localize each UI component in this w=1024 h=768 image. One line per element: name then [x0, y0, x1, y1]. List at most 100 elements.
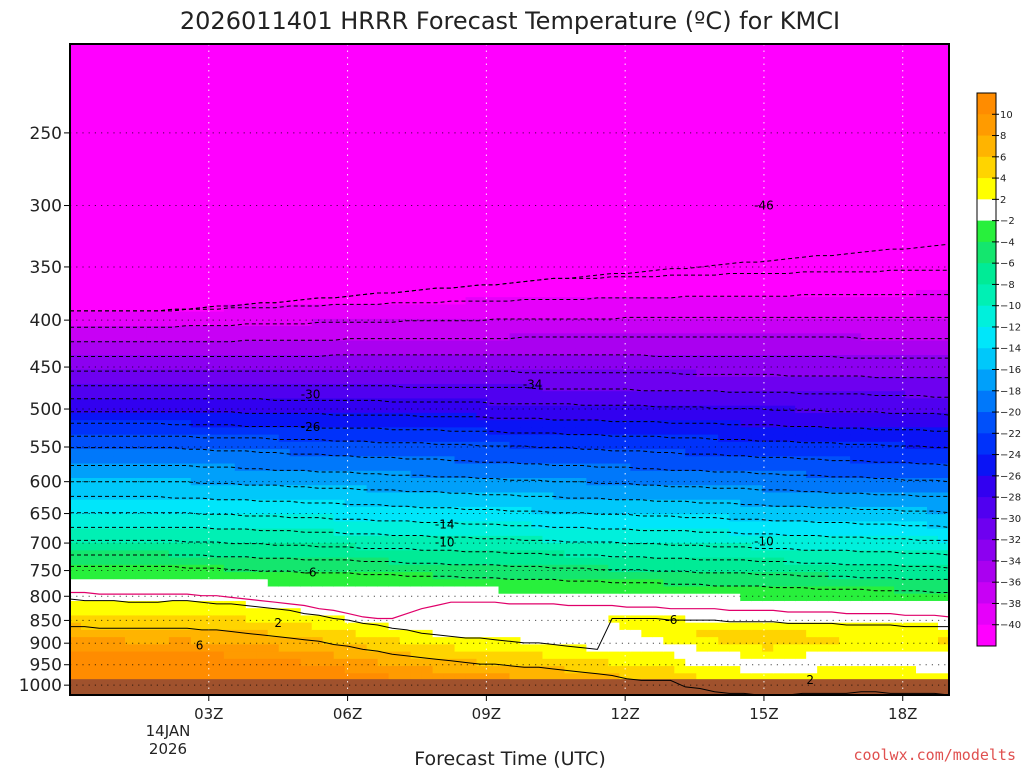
heatmap-cell — [454, 376, 467, 385]
heatmap-cell — [135, 58, 148, 67]
heatmap-cell — [564, 550, 577, 559]
heatmap-cell — [553, 203, 566, 211]
heatmap-cell — [388, 304, 401, 313]
heatmap-cell — [245, 506, 258, 515]
heatmap-cell — [124, 485, 137, 494]
heatmap-cell — [267, 44, 280, 52]
heatmap-cell — [575, 420, 588, 428]
heatmap-cell — [124, 463, 137, 472]
heatmap-cell — [80, 600, 93, 609]
heatmap-cell — [135, 499, 148, 508]
heatmap-cell — [344, 637, 357, 645]
heatmap-cell — [399, 166, 412, 175]
heatmap-cell — [663, 318, 675, 327]
heatmap-cell — [498, 629, 511, 638]
heatmap-cell — [190, 637, 203, 645]
heatmap-cell — [146, 166, 159, 175]
heatmap-cell — [344, 80, 357, 88]
heatmap-cell — [410, 644, 423, 653]
heatmap-cell — [70, 311, 82, 320]
heatmap-cell — [641, 58, 653, 67]
heatmap-cell — [366, 666, 379, 674]
heatmap-cell — [223, 304, 236, 313]
heatmap-cell — [641, 434, 653, 443]
heatmap-cell — [267, 398, 280, 407]
heatmap-cell — [465, 362, 478, 371]
heatmap-cell — [80, 608, 93, 617]
heatmap-cell — [102, 203, 115, 211]
heatmap-cell — [300, 58, 313, 67]
heatmap-cell — [399, 232, 412, 240]
heatmap-cell — [102, 470, 115, 479]
heatmap-cell — [410, 217, 423, 226]
heatmap-cell — [223, 391, 236, 400]
heatmap-cell — [256, 318, 269, 327]
heatmap-cell — [113, 195, 126, 204]
heatmap-cell — [190, 391, 203, 400]
heatmap-cell — [597, 528, 609, 537]
heatmap-cell — [454, 622, 467, 631]
heatmap-cell — [586, 253, 598, 262]
heatmap-cell — [432, 369, 445, 378]
heatmap-cell — [564, 369, 577, 378]
heatmap-cell — [70, 138, 82, 146]
heatmap-cell — [135, 376, 148, 385]
heatmap-cell — [454, 246, 467, 255]
heatmap-cell — [146, 572, 159, 580]
heatmap-cell — [311, 412, 324, 421]
heatmap-cell — [168, 572, 181, 580]
heatmap-cell — [190, 347, 203, 356]
heatmap-cell — [91, 673, 104, 682]
heatmap-cell — [465, 600, 478, 609]
heatmap-cell — [201, 600, 214, 609]
heatmap-cell — [498, 586, 511, 595]
heatmap-cell — [113, 217, 126, 226]
heatmap-cell — [70, 564, 82, 573]
heatmap-cell — [333, 58, 346, 67]
heatmap-cell — [553, 376, 566, 385]
heatmap-cell — [553, 463, 566, 472]
heatmap-cell — [223, 564, 236, 573]
heatmap-cell — [520, 130, 533, 139]
heatmap-cell — [674, 130, 686, 139]
heatmap-cell — [135, 261, 148, 269]
heatmap-cell — [300, 195, 313, 204]
heatmap-cell — [476, 405, 489, 414]
heatmap-cell — [333, 651, 346, 660]
heatmap-cell — [630, 51, 642, 60]
heatmap-cell — [355, 166, 368, 175]
heatmap-cell — [399, 485, 412, 494]
heatmap-cell — [267, 58, 280, 67]
heatmap-cell — [223, 203, 236, 211]
heatmap-cell — [663, 195, 675, 204]
heatmap-cell — [608, 94, 620, 103]
heatmap-cell — [102, 521, 115, 530]
heatmap-cell — [432, 195, 445, 204]
heatmap-cell — [212, 268, 225, 277]
heatmap-cell — [212, 246, 225, 255]
heatmap-cell — [487, 362, 500, 371]
heatmap-cell — [586, 622, 598, 631]
heatmap-cell — [157, 87, 170, 96]
heatmap-cell — [322, 159, 335, 168]
heatmap-cell — [146, 405, 159, 414]
heatmap-cell — [223, 123, 236, 132]
heatmap-cell — [190, 478, 203, 486]
heatmap-cell — [245, 304, 258, 313]
heatmap-cell — [399, 629, 412, 638]
heatmap-cell — [300, 506, 313, 515]
heatmap-cell — [201, 564, 214, 573]
heatmap-cell — [553, 391, 566, 400]
heatmap-cell — [641, 586, 653, 595]
heatmap-cell — [278, 543, 291, 551]
heatmap-cell — [652, 304, 664, 313]
heatmap-cell — [465, 347, 478, 356]
heatmap-cell — [300, 87, 313, 96]
heatmap-cell — [388, 673, 401, 682]
heatmap-cell — [234, 427, 247, 436]
heatmap-cell — [201, 543, 214, 551]
heatmap-cell — [70, 253, 82, 262]
heatmap-cell — [157, 318, 170, 327]
heatmap-cell — [575, 550, 588, 559]
heatmap-cell — [245, 441, 258, 450]
